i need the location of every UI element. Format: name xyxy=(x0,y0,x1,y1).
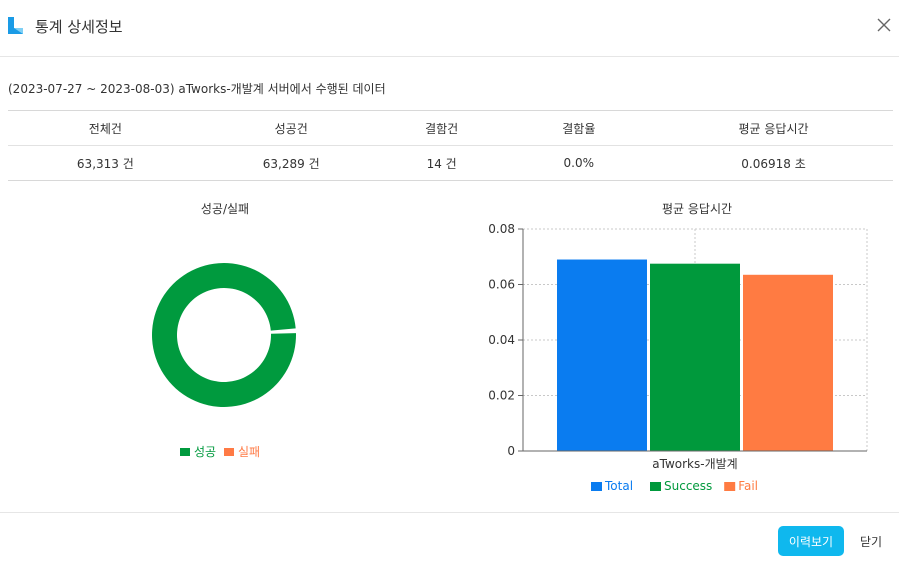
stats-value-row: 63,313 건 63,289 건 14 건 0.0% 0.06918 초 xyxy=(8,146,893,181)
dialog-title: 통계 상세정보 xyxy=(35,18,123,36)
history-button[interactable]: 이력보기 xyxy=(778,526,844,556)
header-defect-rate: 결함율 xyxy=(562,121,596,136)
bar-legend-label[interactable]: Success xyxy=(664,479,712,493)
header-total: 전체건 xyxy=(88,121,122,136)
bar-success[interactable] xyxy=(650,263,740,451)
value-avg-response: 0.06918 초 xyxy=(741,156,806,171)
header-success: 성공건 xyxy=(274,121,308,136)
success-fail-donut-chart: 성공 실패 xyxy=(152,262,296,459)
y-tick-label: 0.06 xyxy=(488,278,515,292)
header-defect: 결함건 xyxy=(425,121,459,136)
donut-legend-label[interactable]: 실패 xyxy=(238,445,260,459)
stats-logo-icon xyxy=(8,17,23,34)
data-range-description: (2023-07-27 ~ 2023-08-03) aTworks-개발계 서버… xyxy=(8,82,386,96)
value-defect: 14 건 xyxy=(426,156,457,171)
donut-chart-title: 성공/실패 xyxy=(200,202,250,216)
bar-legend-swatch xyxy=(724,482,736,491)
close-icon[interactable] xyxy=(875,16,893,34)
y-tick-label: 0.08 xyxy=(488,222,515,236)
header-avg-response: 평균 응답시간 xyxy=(738,121,809,136)
dialog-header: 통계 상세정보 xyxy=(0,0,899,57)
bar-legend-swatch xyxy=(650,482,661,491)
donut-legend-label[interactable]: 성공 xyxy=(194,445,216,459)
value-success: 63,289 건 xyxy=(262,156,320,171)
value-defect-rate: 0.0% xyxy=(563,156,595,170)
footer-divider xyxy=(0,512,899,513)
bar-total[interactable] xyxy=(557,259,647,451)
stats-table: 전체건 성공건 결함건 결함율 평균 응답시간 63,313 건 63,289 … xyxy=(8,110,893,181)
stats-header-row: 전체건 성공건 결함건 결함율 평균 응답시간 xyxy=(8,110,893,146)
donut-legend-swatch xyxy=(180,448,190,456)
bar-legend-swatch xyxy=(591,482,602,491)
y-tick-label: 0.02 xyxy=(488,389,515,403)
donut-slice-성공[interactable] xyxy=(152,262,296,407)
y-tick-label: 0.04 xyxy=(488,333,515,347)
value-total: 63,313 건 xyxy=(76,156,134,171)
y-tick-label: 0 xyxy=(507,444,515,458)
bar-fail[interactable] xyxy=(743,274,833,451)
bar-legend-label[interactable]: Total xyxy=(604,479,633,493)
close-button[interactable]: 닫기 xyxy=(855,526,887,556)
donut-legend-swatch xyxy=(224,448,234,456)
avg-response-bar-chart: 0 0.02 0.04 0.06 0.08 aTworks-개발계 Total Success… xyxy=(488,222,868,493)
bar-legend-label[interactable]: Fail xyxy=(738,479,758,493)
x-category-label: aTworks-개발계 xyxy=(652,457,737,471)
bar-chart-title: 평균 응답시간 xyxy=(661,202,733,216)
